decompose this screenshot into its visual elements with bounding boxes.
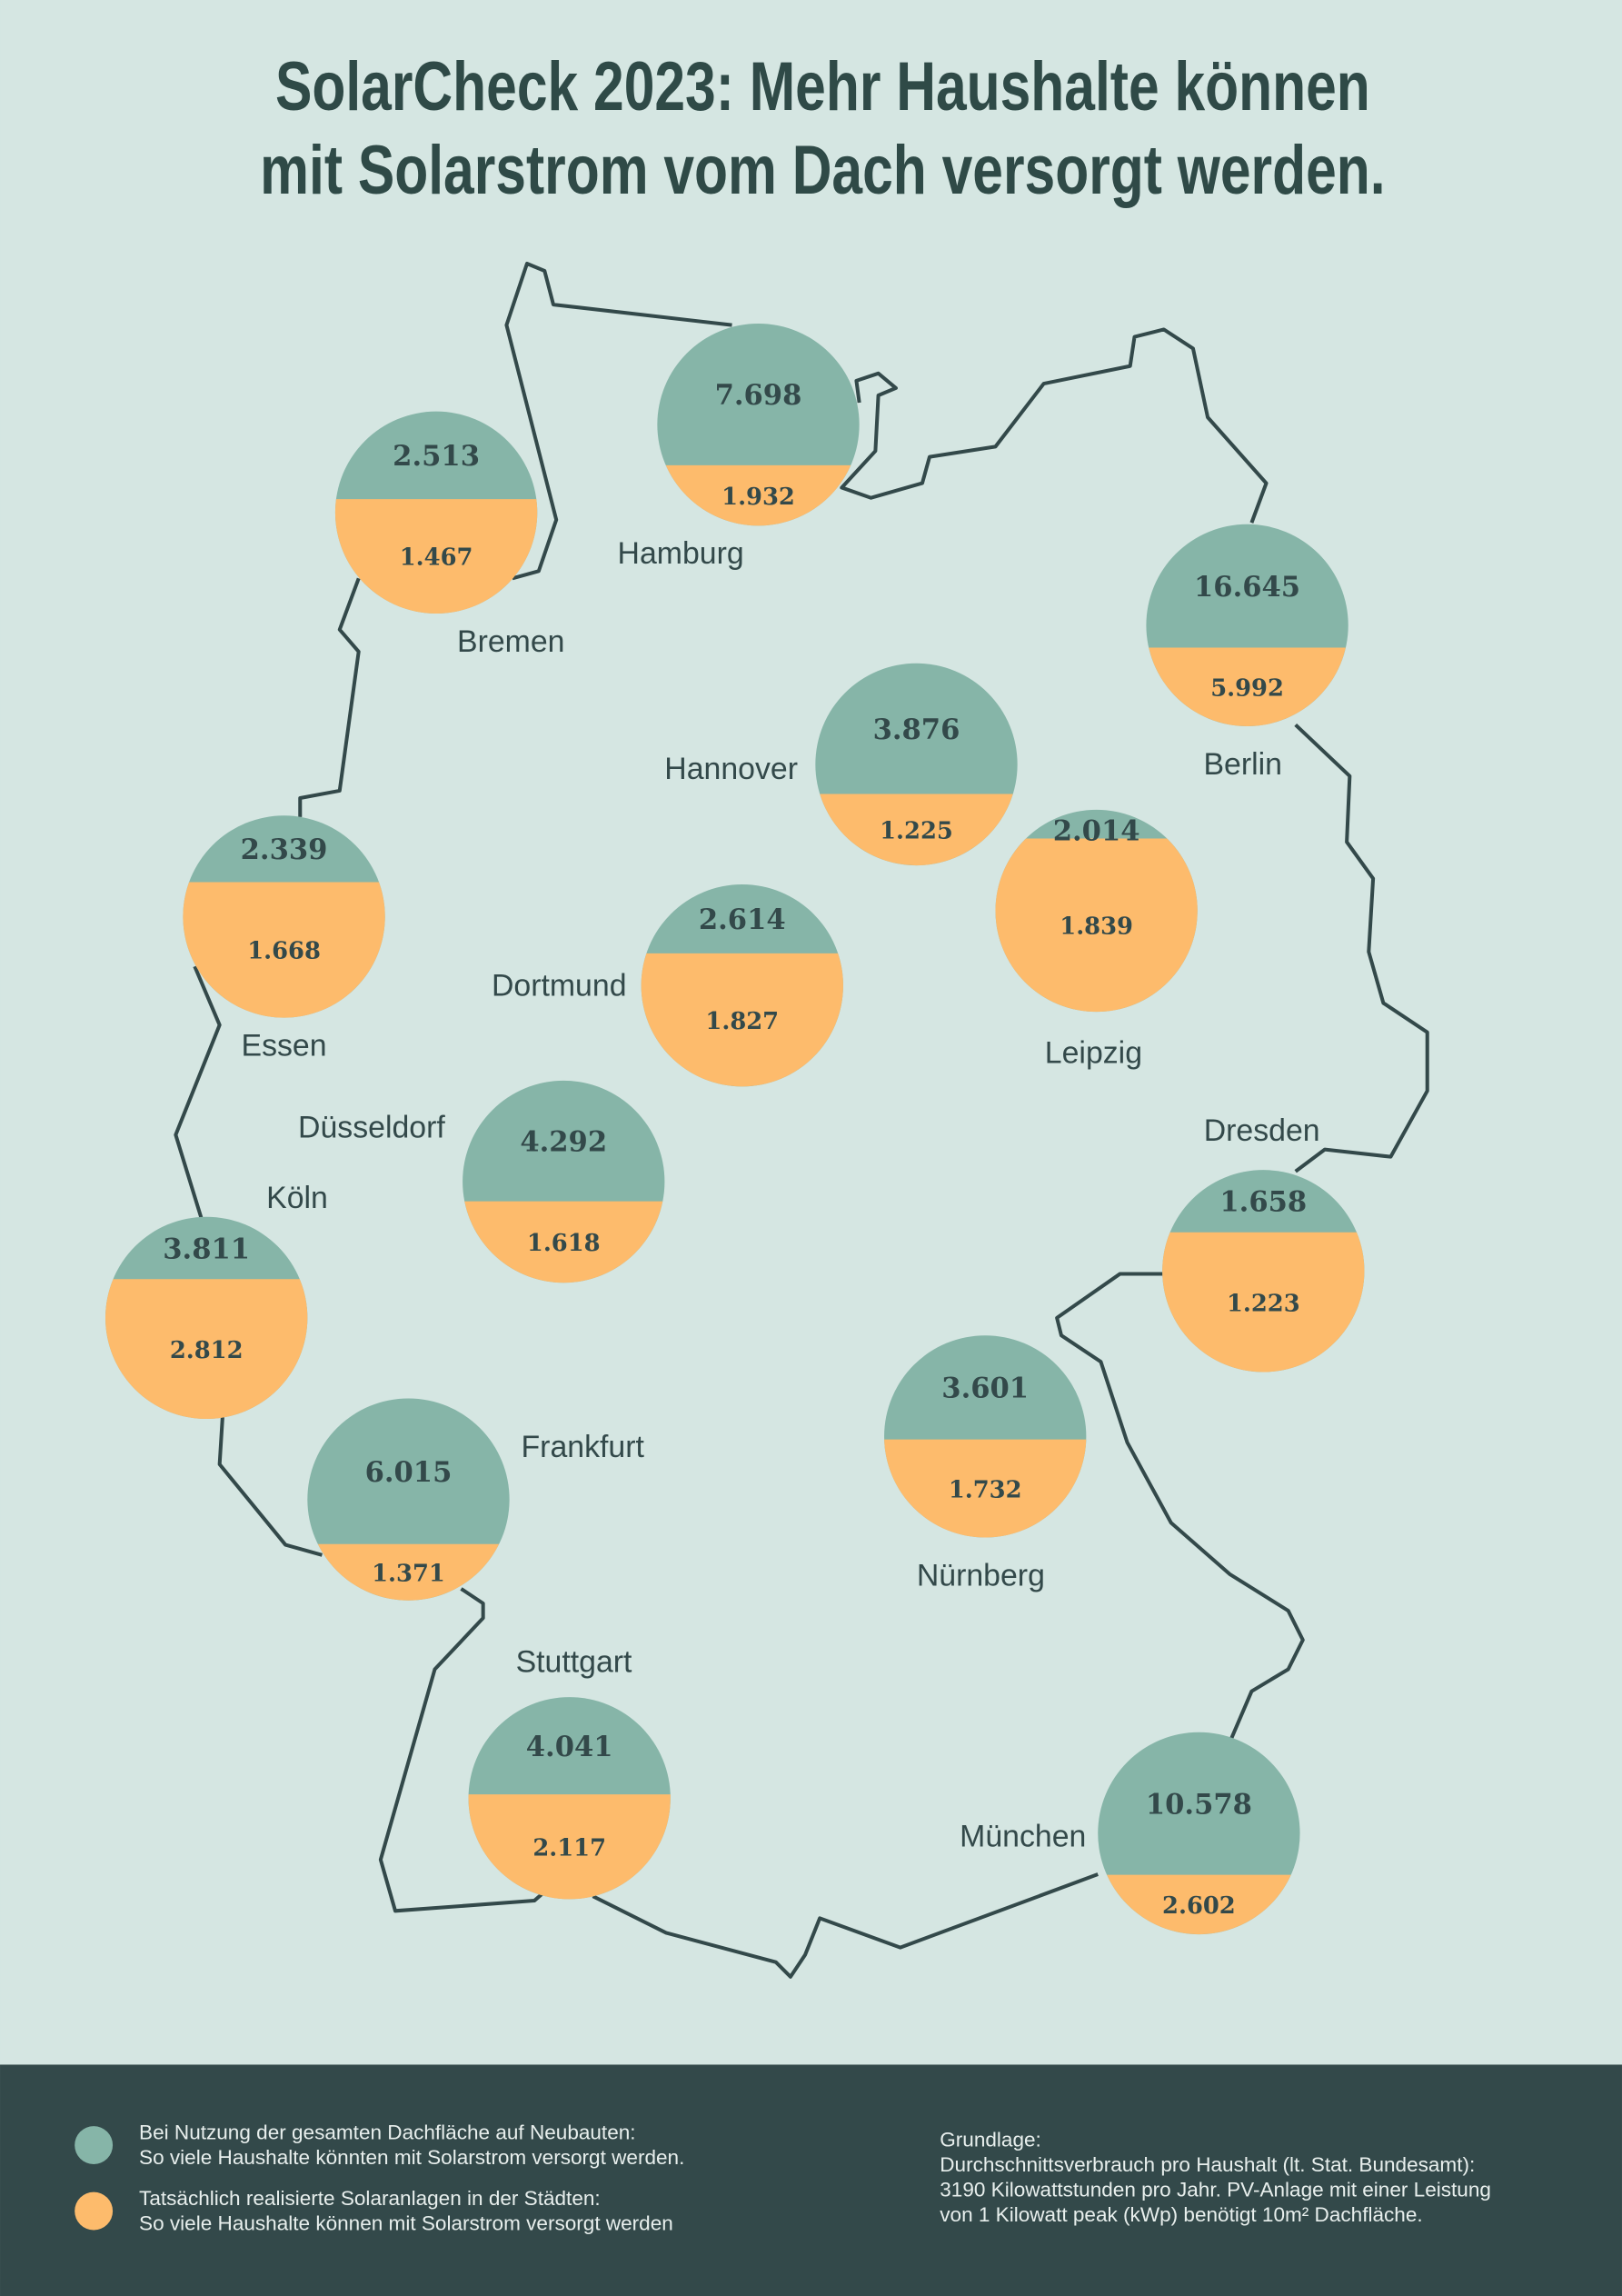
legend-label: Tatsächlich realisierte Solaranlagen in … — [139, 2187, 673, 2235]
value-label: 1.658 — [1219, 1186, 1307, 1219]
realized-segment — [1107, 1874, 1291, 1935]
value-label: 2.614 — [699, 903, 786, 936]
value-label: 2.339 — [241, 834, 328, 866]
title-group: SolarCheck 2023: Mehr Haushalte können mi… — [260, 47, 1385, 208]
map-outline — [174, 261, 1429, 1979]
city-label: München — [960, 1819, 1086, 1853]
realized-segment — [665, 464, 851, 526]
city-label: Stuttgart — [516, 1645, 632, 1680]
chart-title: SolarCheck 2023: Mehr Haushalte können mi… — [260, 47, 1385, 208]
value-label: 1.371 — [372, 1560, 445, 1587]
legend-swatch — [75, 2126, 114, 2165]
legend-label: Bei Nutzung der gesamten Dachfläche auf … — [139, 2121, 684, 2170]
value-label: 16.645 — [1194, 571, 1300, 604]
value-label: 2.117 — [532, 1834, 606, 1862]
value-label: 1.827 — [705, 1008, 779, 1035]
realized-segment — [995, 838, 1198, 1013]
legend-swatch — [75, 2191, 114, 2231]
realized-segment — [884, 1439, 1087, 1538]
value-label: 3.601 — [941, 1373, 1029, 1405]
city-label: Bremen — [457, 624, 564, 659]
value-label: 1.839 — [1060, 913, 1133, 940]
value-label: 7.698 — [715, 379, 802, 412]
realized-segment — [464, 1201, 663, 1283]
city-label: Nürnberg — [917, 1559, 1045, 1593]
city-label: Dresden — [1204, 1113, 1320, 1148]
value-label: 1.668 — [247, 938, 321, 965]
footer — [0, 2064, 1622, 2296]
value-label: 1.223 — [1227, 1290, 1300, 1317]
city-label: Frankfurt — [522, 1430, 645, 1464]
value-label: 3.811 — [163, 1233, 250, 1265]
value-label: 1.932 — [721, 484, 795, 511]
value-label: 2.812 — [170, 1337, 244, 1364]
realized-segment — [820, 794, 1013, 866]
city-label: Berlin — [1203, 747, 1282, 782]
realized-segment — [105, 1279, 308, 1420]
realized-segment — [1162, 1232, 1365, 1373]
value-label: 2.014 — [1053, 815, 1140, 848]
value-label: 1.225 — [880, 817, 953, 844]
realized-segment — [468, 1794, 671, 1900]
value-label: 6.015 — [365, 1456, 453, 1489]
city-label: Essen — [242, 1029, 327, 1063]
value-label: 5.992 — [1210, 674, 1284, 702]
circles: 7.698 1.932 Hamburg 2.513 1.467 Bremen 16.645 5… — [105, 324, 1365, 1935]
value-label: 2.602 — [1162, 1892, 1236, 1920]
city-label: Köln — [266, 1181, 328, 1215]
value-label: 10.578 — [1146, 1788, 1252, 1821]
realized-segment — [317, 1543, 500, 1601]
footnote: Grundlage: Durchschnittsverbrauch pro Hau… — [940, 2129, 1491, 2227]
city-label: Dortmund — [492, 968, 627, 1003]
realized-segment — [1149, 647, 1346, 727]
realized-segment — [334, 499, 538, 614]
city-label: Leipzig — [1045, 1036, 1142, 1071]
value-label: 3.876 — [873, 714, 960, 746]
city-label: Hamburg — [618, 536, 744, 571]
value-label: 4.292 — [520, 1126, 607, 1159]
value-label: 1.732 — [949, 1476, 1022, 1503]
value-label: 1.618 — [527, 1230, 601, 1257]
value-label: 1.467 — [400, 544, 473, 572]
value-label: 2.513 — [393, 440, 480, 473]
value-label: 4.041 — [526, 1731, 613, 1763]
city-label: Hannover — [664, 752, 798, 786]
realized-segment — [183, 882, 385, 1018]
city-label: Düsseldorf — [298, 1111, 445, 1145]
realized-segment — [641, 953, 843, 1087]
